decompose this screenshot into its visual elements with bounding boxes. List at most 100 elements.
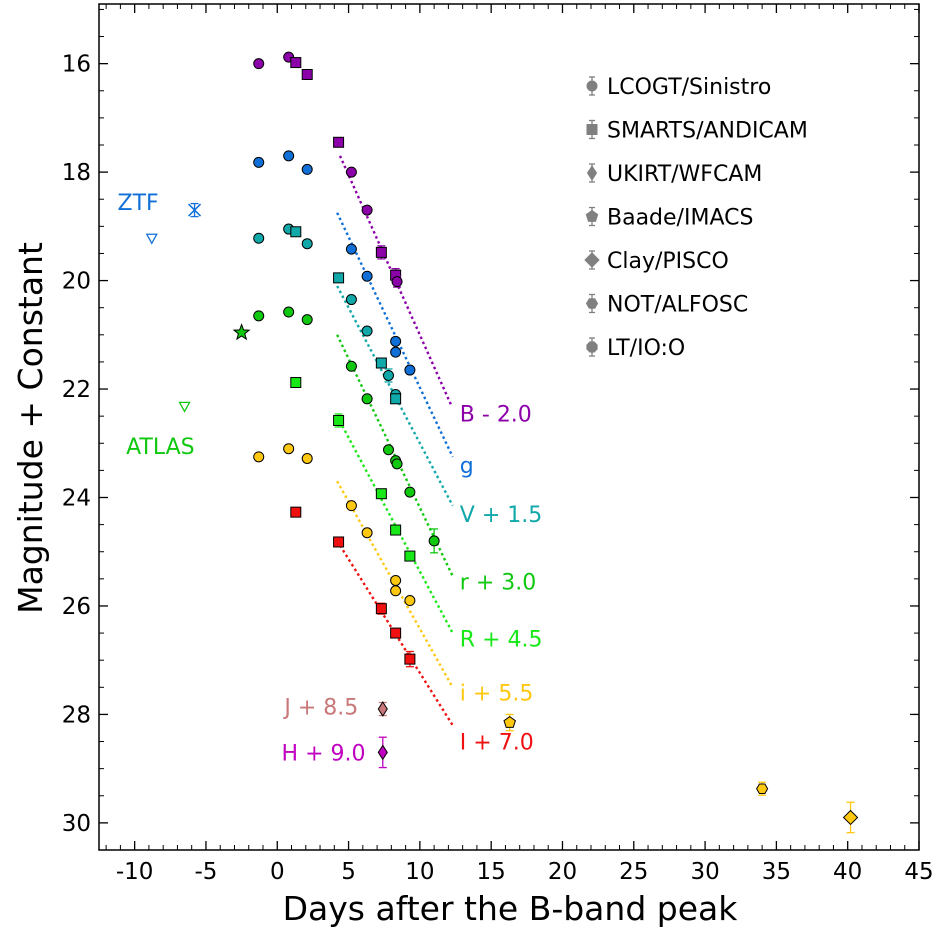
data-point [382,369,394,381]
data-point [290,377,302,389]
legend-marker [586,80,598,92]
legend-label: NOT/ALFOSC [607,293,748,318]
data-point [377,744,388,761]
data-point [391,458,403,470]
data-point [301,314,313,326]
data-point [253,310,265,322]
data-point [301,452,313,464]
data-point [361,325,373,337]
data-point [345,500,357,512]
data-point [382,444,394,456]
data-point [404,364,416,376]
fit-line [336,212,454,458]
x-tick-label: 10 [405,859,434,885]
legend-entry: UKIRT/WFCAM [586,162,762,187]
data-point [333,136,345,148]
data-point [361,204,373,216]
series-label: V + 1.5 [460,503,542,528]
series-label: r + 3.0 [460,571,536,596]
x-tick-label: 0 [270,859,285,885]
x-tick-label: 30 [690,859,719,885]
series-points [253,150,416,376]
band-labels: B - 2.0 g V + 1.5 r + 3.0 R + 4.5 i + 5.5 I + … [118,191,543,766]
series-label: H + 9.0 [282,741,366,766]
data-point [333,536,345,548]
legend-marker [585,298,599,309]
data-point [390,335,402,347]
data-point [404,653,416,665]
data-point [345,166,357,178]
y-tick-label: 18 [62,160,91,186]
data-point [333,272,345,284]
data-point [375,603,387,615]
legend-label: SMARTS/ANDICAM [607,119,808,144]
upper-limit-marker [178,401,191,413]
data-points [145,51,859,834]
series-points [377,736,388,769]
data-point [404,595,416,607]
upper-limit-marker [145,233,158,245]
data-point [283,306,295,318]
fit-line [336,480,454,688]
data-point [290,57,302,69]
data-point [391,276,403,288]
x-tick-label: 35 [762,859,791,885]
data-point [290,506,302,518]
legend-entry: Clay/PISCO [584,249,729,274]
data-point [361,270,373,282]
data-point [301,163,313,175]
legend-entry: SMARTS/ANDICAM [586,119,808,144]
x-tick-label: -10 [116,859,154,885]
data-point [333,414,345,426]
data-point [390,627,402,639]
plot-frame [98,3,920,851]
x-axis-title: Days after the B-band peak [283,889,739,928]
series-points [290,506,416,668]
series-label: i + 5.5 [460,682,534,707]
data-point [390,393,402,405]
data-point [842,809,859,826]
axes: -10 -5 0 5 10 15 20 25 30 35 40 45 16 18 20 22 24 26 28 30 [62,3,934,885]
data-point [375,357,387,369]
y-tick-label: 22 [62,377,91,403]
y-tick-label: 30 [62,811,91,837]
legend-entry: NOT/ALFOSC [585,293,748,318]
data-point [232,323,251,341]
legend-label: LT/IO:O [607,336,685,361]
series-label: B - 2.0 [460,402,532,427]
legend-marker [586,341,598,353]
data-point [283,150,295,162]
x-tick-label: -5 [194,859,217,885]
x-tick-label: 40 [833,859,862,885]
legend-label: Baade/IMACS [607,206,753,231]
data-point [283,443,295,455]
series-label: R + 4.5 [460,628,543,653]
data-point [301,69,313,80]
data-point [253,156,265,168]
data-point [375,246,387,258]
series-points [253,51,403,288]
data-point [253,58,265,70]
x-tick-label: 20 [548,859,577,885]
data-point [503,715,516,728]
data-point [345,243,357,255]
legend-label: UKIRT/WFCAM [607,162,762,187]
legend-marker [585,209,599,222]
series-points [290,377,416,562]
y-tick-label: 24 [62,486,91,512]
y-tick-label: 26 [62,594,91,620]
data-point [375,488,387,500]
data-point [301,238,313,250]
data-point [361,393,373,405]
survey-label: ZTF [118,191,159,216]
data-point [253,232,265,244]
legend-label: LCOGT/Sinistro [607,75,771,100]
x-tick-label: 45 [904,859,933,885]
fit-line [338,155,453,406]
series-label: g [460,454,474,479]
data-point [377,701,388,717]
y-tick-label: 16 [62,52,91,78]
data-point [345,360,357,372]
legend-entry: Baade/IMACS [585,206,753,231]
